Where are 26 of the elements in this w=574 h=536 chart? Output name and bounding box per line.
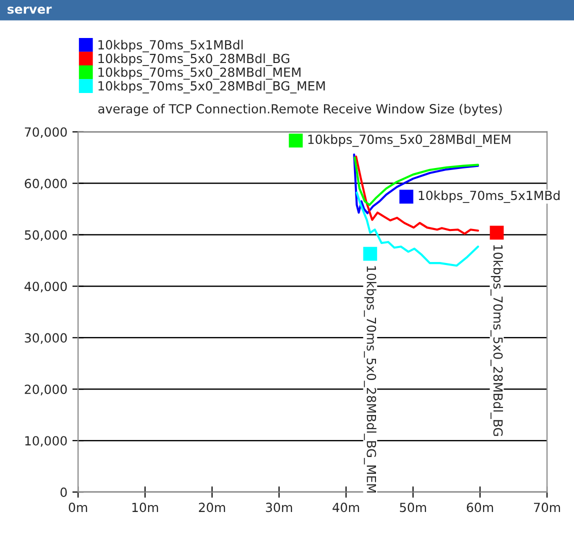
- text: average of TCP Connection.Remote Receive Window Size (bytes): [98, 104, 502, 116]
- x-tick-label: 10m: [132, 502, 158, 512]
- x-tick-label: 40m: [332, 502, 360, 512]
- annotation: 10kbps_70ms_5x0_28MBdl_MEM: [308, 134, 510, 147]
- legend-label: 10kbps_70ms_5x0_28MBdl_BG: [98, 54, 290, 66]
- x-tick-label: 50m: [400, 502, 426, 512]
- x-tick-label: 30m: [266, 502, 292, 512]
- annotation: 10kbps_70ms_5x0_28MBdl_BG: [490, 245, 503, 436]
- y-tick-label: 0: [60, 488, 67, 497]
- y-tick-label: 30,000: [24, 333, 67, 344]
- y-tick-label: 20,000: [24, 384, 67, 396]
- legend-label: 10kbps_70ms_5x0_28MBdl_MEM: [98, 67, 300, 80]
- x-tick-label: 60m: [466, 502, 494, 512]
- legend-label: 10kbps_70ms_5x0_28MBdl_BG_MEM: [98, 80, 325, 94]
- y-tick-label: 10,000: [25, 436, 67, 447]
- x-tick-label: 20m: [198, 502, 226, 512]
- y-tick-label: 40,000: [24, 282, 67, 292]
- y-tick-label: 60,000: [24, 178, 67, 190]
- legend-label: 10kbps_70ms_5x1MBdl: [98, 40, 243, 52]
- y-tick-label: 70,000: [24, 127, 67, 138]
- annotation: 10kbps_70ms_5x1MBd: [418, 190, 560, 203]
- x-tick-label: 0m: [68, 502, 88, 512]
- annotation: 10kbps_70ms_5x0_28MBdl_BG_MEM: [364, 266, 376, 493]
- y-tick-label: 50,000: [24, 230, 67, 241]
- chart-title: server: [8, 6, 52, 14]
- x-tick-label: 70m: [534, 502, 560, 512]
